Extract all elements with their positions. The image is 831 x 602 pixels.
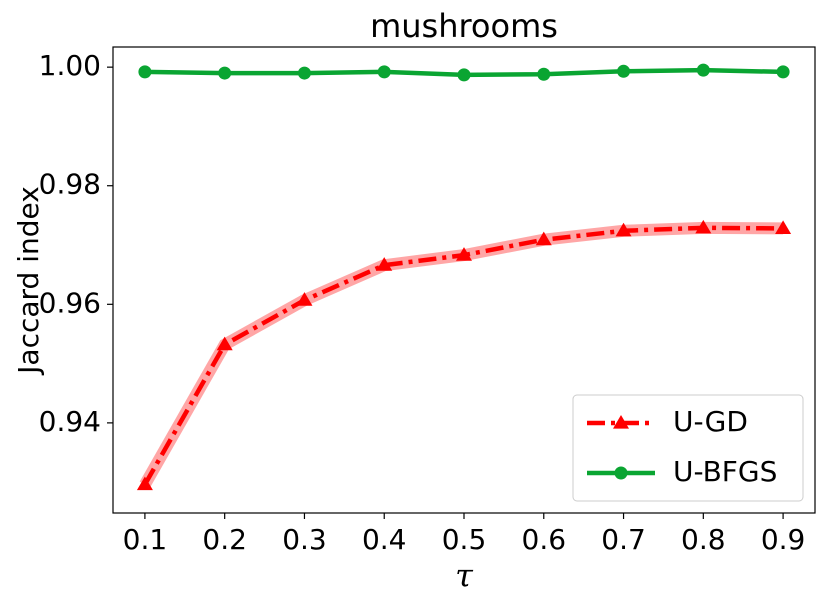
marker: [456, 247, 472, 261]
marker: [216, 336, 233, 351]
marker: [537, 67, 551, 81]
marker: [776, 65, 790, 79]
marker: [615, 222, 632, 237]
x-tick-label: 0.5: [442, 523, 487, 556]
x-tick-label: 0.6: [522, 523, 567, 556]
y-tick-label: 0.96: [39, 286, 101, 319]
marker: [376, 257, 393, 271]
y-tick-label: 0.98: [39, 168, 101, 201]
marker: [775, 220, 792, 235]
marker: [136, 476, 153, 491]
plot-frame: [112, 46, 816, 514]
marker: [218, 66, 232, 80]
marker: [377, 65, 391, 79]
x-tick-label: 0.8: [681, 523, 726, 556]
x-tick-label: 0.3: [282, 523, 327, 556]
x-axis-label: τ: [455, 557, 474, 595]
x-tick-label: 0.2: [202, 523, 247, 556]
y-axis-label: Jaccard index: [12, 186, 45, 376]
x-tick-label: 0.1: [123, 523, 168, 556]
marker: [535, 231, 552, 246]
x-tick-label: 0.9: [761, 523, 806, 556]
y-tick-label: 0.94: [39, 405, 101, 438]
marker: [138, 65, 152, 79]
y-tick-label: 1.00: [39, 49, 101, 82]
legend-label: U-BFGS: [673, 455, 777, 488]
marker: [696, 63, 710, 77]
marker: [296, 292, 313, 306]
marker: [457, 68, 471, 82]
marker: [695, 219, 712, 234]
x-tick-label: 0.7: [601, 523, 646, 556]
chart-title: mushrooms: [370, 7, 558, 45]
legend: U-GD U-BFGS: [572, 394, 804, 502]
x-tick-label: 0.4: [362, 523, 407, 556]
marker: [297, 66, 311, 80]
marker: [613, 415, 629, 429]
marker: [617, 64, 631, 78]
marker: [614, 466, 628, 480]
legend-label: U-GD: [673, 405, 748, 438]
